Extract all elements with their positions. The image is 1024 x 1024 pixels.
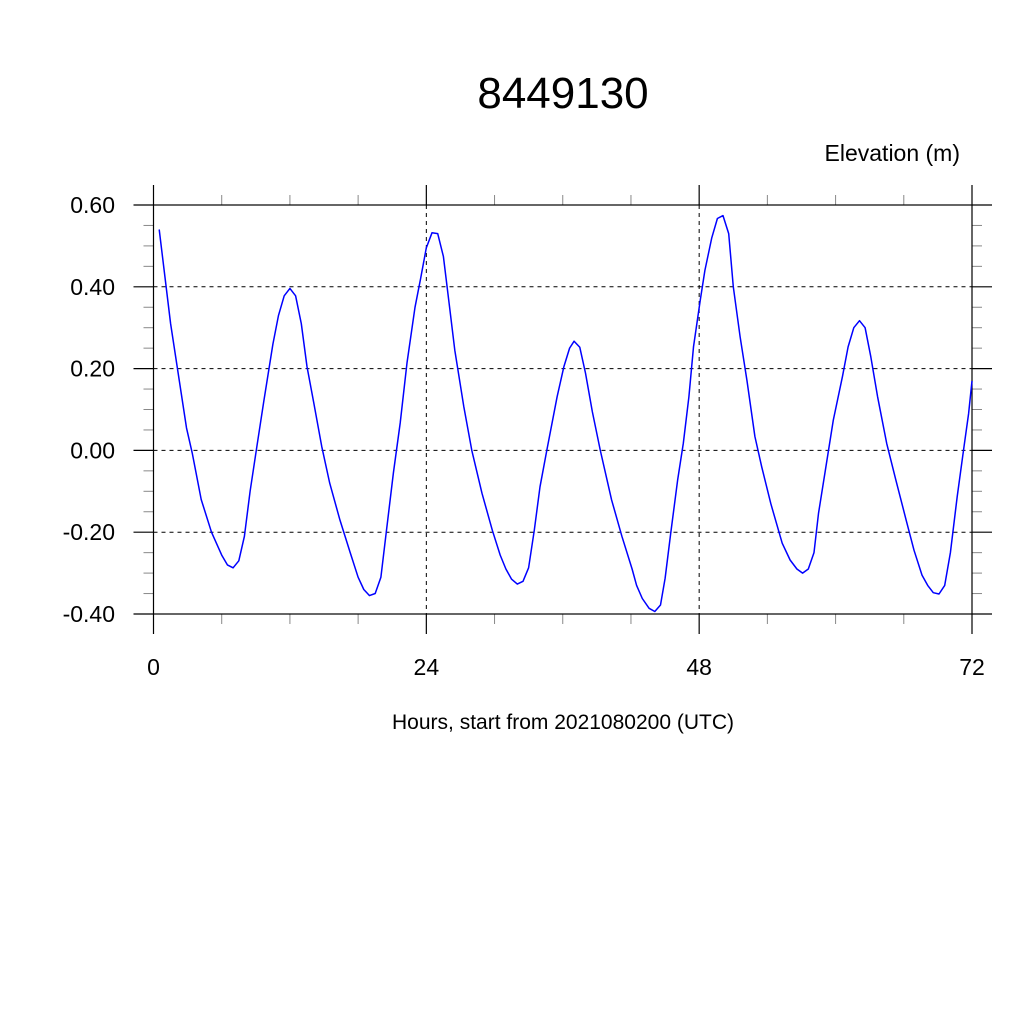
x-axis-label: Hours, start from 2021080200 (UTC)	[392, 711, 734, 734]
y-tick-label: 0.00	[70, 437, 115, 463]
y-tick-label: -0.20	[63, 519, 115, 545]
y-tick-label: 0.60	[70, 192, 115, 218]
y-tick-label: 0.20	[70, 356, 115, 382]
y-tick-label: 0.40	[70, 274, 115, 300]
y-tick-label: -0.40	[63, 601, 115, 627]
gridlines	[153, 204, 973, 615]
x-tick-label: 24	[414, 654, 440, 680]
y-axis-label: Elevation (m)	[825, 140, 960, 166]
tick-labels: 0.60 0.40 0.20 0.00 -0.20 -0.40 0 24 48 72	[63, 192, 985, 680]
series-line	[158, 214, 973, 613]
chart-title: 8449130	[477, 69, 648, 118]
plot-frame	[152, 204, 973, 615]
axis-ticks	[133, 185, 992, 634]
x-tick-label: 48	[686, 654, 712, 680]
x-tick-label: 0	[147, 654, 160, 680]
x-tick-label: 72	[959, 654, 985, 680]
series-group	[158, 214, 973, 613]
